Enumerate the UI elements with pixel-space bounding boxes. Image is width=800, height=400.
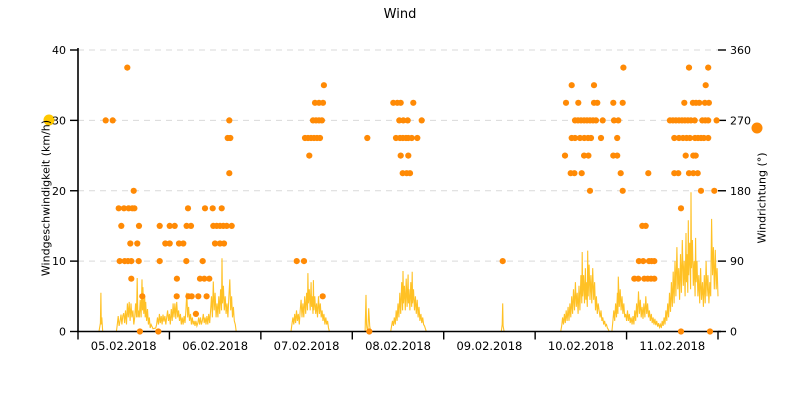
svg-text:270: 270 xyxy=(730,114,751,127)
svg-text:90: 90 xyxy=(730,255,744,268)
svg-text:30: 30 xyxy=(52,114,66,127)
svg-text:20: 20 xyxy=(52,185,66,198)
windspeed-series xyxy=(78,192,719,333)
svg-text:10.02.2018: 10.02.2018 xyxy=(548,339,614,353)
chart-title: Wind xyxy=(383,7,417,22)
svg-text:07.02.2018: 07.02.2018 xyxy=(274,339,340,353)
winddirection-legend-dot xyxy=(751,122,763,134)
svg-text:360: 360 xyxy=(730,44,751,57)
axes: 0 10 20 30 40 0 90 180 270 360 05.02.2018 06.02.201… xyxy=(52,44,751,353)
svg-text:05.02.2018: 05.02.2018 xyxy=(91,339,157,353)
svg-text:180: 180 xyxy=(730,185,751,198)
svg-text:11.02.2018: 11.02.2018 xyxy=(639,339,705,353)
svg-text:10: 10 xyxy=(52,255,66,268)
svg-text:40: 40 xyxy=(52,44,66,57)
svg-text:0: 0 xyxy=(730,326,737,339)
windspeed-legend-dot xyxy=(43,114,55,126)
svg-text:0: 0 xyxy=(59,326,66,339)
svg-text:08.02.2018: 08.02.2018 xyxy=(365,339,431,353)
winddirection-series xyxy=(102,64,720,335)
svg-text:06.02.2018: 06.02.2018 xyxy=(182,339,248,353)
svg-text:09.02.2018: 09.02.2018 xyxy=(456,339,522,353)
